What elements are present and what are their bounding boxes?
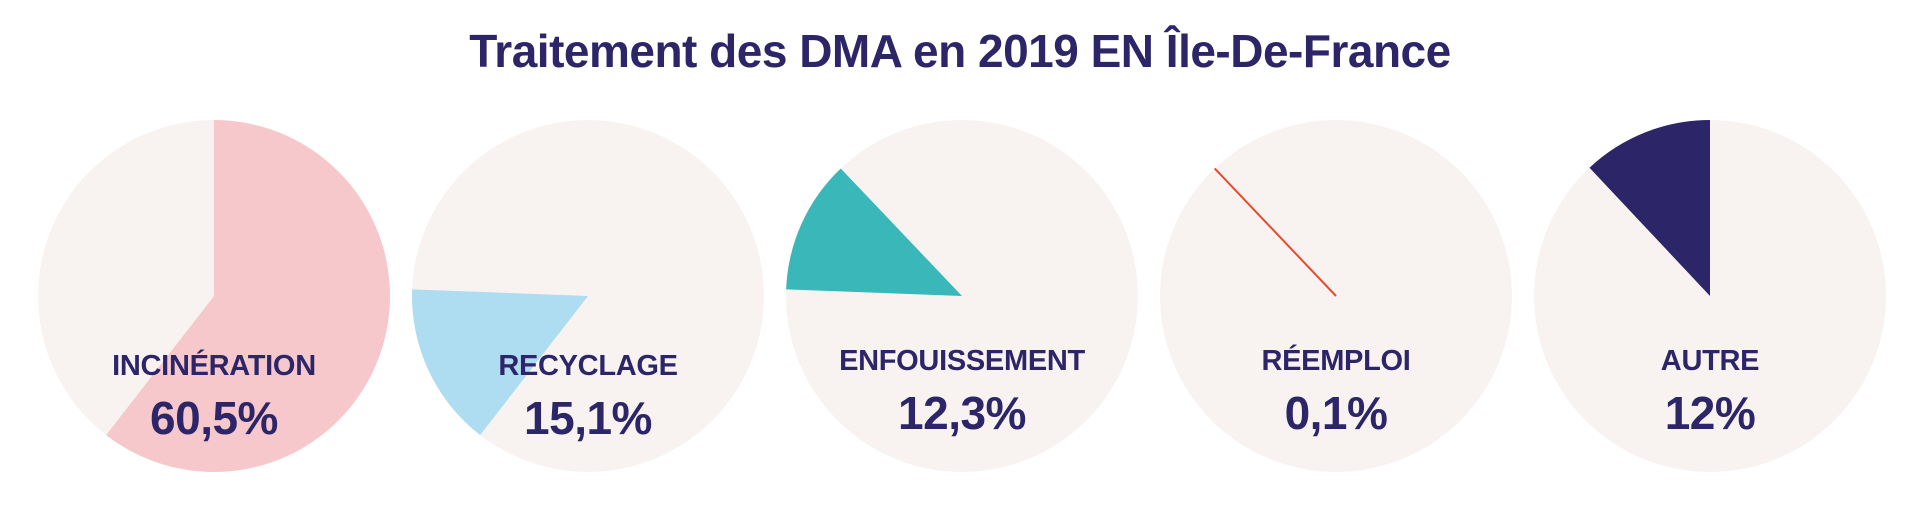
category-label: ENFOUISSEMENT — [839, 345, 1085, 377]
value-label: 0,1% — [1284, 387, 1388, 439]
chart-title: Traitement des DMA en 2019 EN Île-De-Fra… — [469, 25, 1451, 77]
pie-label-incineration: INCINÉRATION 60,5% — [54, 350, 374, 445]
pie-label-recyclage: RECYCLAGE 15,1% — [428, 350, 748, 445]
value-label: 15,1% — [524, 392, 652, 444]
category-label: INCINÉRATION — [112, 350, 316, 382]
pie-slice-recyclage — [412, 289, 588, 436]
pie-slice-incineration — [106, 120, 390, 472]
pie-slice-reemploi — [1213, 167, 1337, 297]
value-label: 60,5% — [150, 392, 278, 444]
pie-label-reemploi: RÉEMPLOI 0,1% — [1176, 345, 1496, 440]
value-label: 12% — [1664, 387, 1756, 439]
pie-slice-autre — [1589, 120, 1710, 296]
category-label: RECYCLAGE — [498, 350, 678, 382]
category-label: AUTRE — [1660, 345, 1760, 377]
pie-slice-enfouissement — [786, 168, 962, 296]
pie-label-autre: AUTRE 12% — [1550, 345, 1870, 440]
category-label: RÉEMPLOI — [1261, 345, 1411, 377]
value-label: 12,3% — [898, 387, 1026, 439]
pie-label-enfouissement: ENFOUISSEMENT 12,3% — [802, 345, 1122, 440]
